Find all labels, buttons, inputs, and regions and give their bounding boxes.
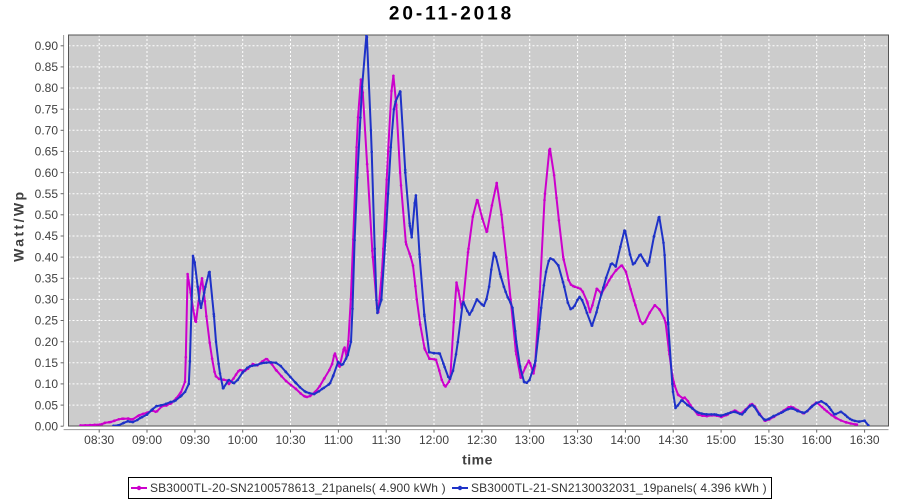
svg-text:10:30: 10:30 <box>275 433 305 447</box>
svg-text:12:00: 12:00 <box>419 433 449 447</box>
svg-text:16:00: 16:00 <box>802 433 832 447</box>
svg-text:0.90: 0.90 <box>35 39 59 53</box>
svg-text:0.05: 0.05 <box>35 398 59 412</box>
svg-text:13:30: 13:30 <box>563 433 593 447</box>
svg-text:15:00: 15:00 <box>706 433 736 447</box>
svg-text:14:30: 14:30 <box>658 433 688 447</box>
svg-text:0.40: 0.40 <box>35 250 59 264</box>
svg-text:09:00: 09:00 <box>132 433 162 447</box>
svg-text:0.75: 0.75 <box>35 102 59 116</box>
svg-text:10:00: 10:00 <box>228 433 258 447</box>
svg-text:0.20: 0.20 <box>35 335 59 349</box>
svg-text:0.65: 0.65 <box>35 145 59 159</box>
svg-text:0.15: 0.15 <box>35 356 59 370</box>
svg-text:15:30: 15:30 <box>754 433 784 447</box>
svg-text:20-11-2018: 20-11-2018 <box>389 4 514 25</box>
svg-text:SB3000TL-21-SN2130032031_19pan: SB3000TL-21-SN2130032031_19panels( 4.396… <box>471 481 767 495</box>
svg-text:0.45: 0.45 <box>35 229 59 243</box>
svg-text:0.25: 0.25 <box>35 314 59 328</box>
svg-text:0.50: 0.50 <box>35 208 59 222</box>
svg-text:0.80: 0.80 <box>35 81 59 95</box>
svg-text:0.00: 0.00 <box>35 419 59 433</box>
svg-text:14:00: 14:00 <box>610 433 640 447</box>
svg-text:SB3000TL-20-SN2100578613_21pan: SB3000TL-20-SN2100578613_21panels( 4.900… <box>150 481 446 495</box>
svg-text:0.35: 0.35 <box>35 272 59 286</box>
svg-text:12:30: 12:30 <box>467 433 497 447</box>
svg-text:0.60: 0.60 <box>35 166 59 180</box>
svg-text:13:00: 13:00 <box>515 433 545 447</box>
svg-text:11:00: 11:00 <box>324 433 353 447</box>
svg-text:0.10: 0.10 <box>35 377 59 391</box>
svg-text:0.70: 0.70 <box>35 124 59 138</box>
svg-text:0.55: 0.55 <box>35 187 59 201</box>
svg-text:08:30: 08:30 <box>84 433 114 447</box>
svg-text:time: time <box>462 452 493 468</box>
svg-text:Watt/Wp: Watt/Wp <box>11 190 27 262</box>
svg-text:0.30: 0.30 <box>35 293 59 307</box>
svg-text:09:30: 09:30 <box>180 433 210 447</box>
svg-text:11:30: 11:30 <box>372 433 401 447</box>
svg-text:16:30: 16:30 <box>850 433 880 447</box>
svg-text:0.85: 0.85 <box>35 60 59 74</box>
